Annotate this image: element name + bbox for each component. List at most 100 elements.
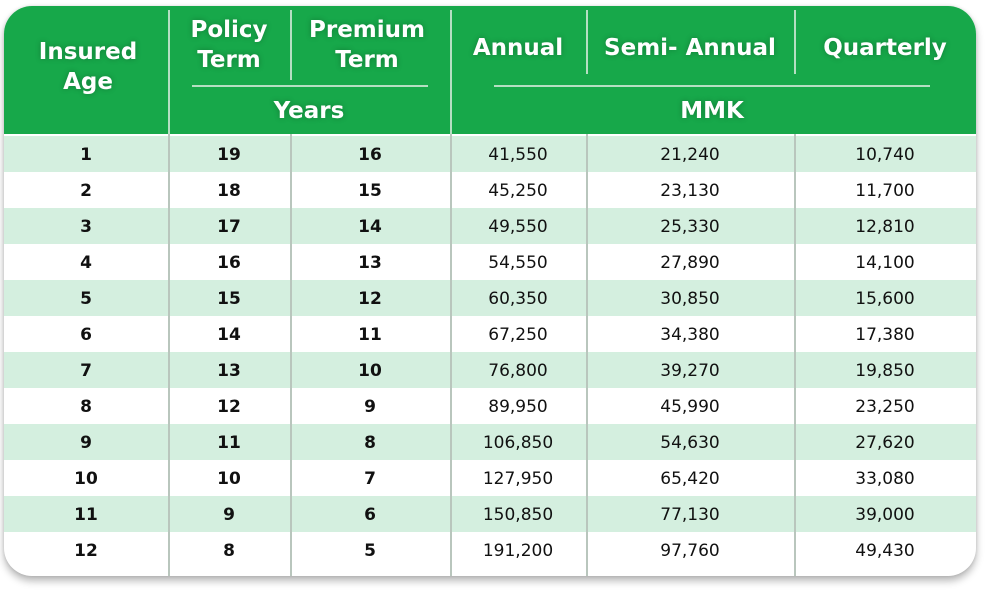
cell-premium-term: 8 (364, 433, 376, 453)
cell-premium-term: 7 (364, 469, 376, 489)
cell-quarterly: 15,600 (855, 289, 915, 309)
table-row: 8 12 9 89,950 45,990 23,250 (4, 388, 976, 424)
cell-quarterly: 23,250 (855, 397, 915, 417)
cell-quarterly: 17,380 (855, 325, 915, 345)
cell-semi-annual: 25,330 (660, 217, 720, 237)
cell-premium-term: 5 (364, 541, 376, 561)
cell-policy-term: 11 (217, 433, 241, 453)
header-divider (586, 10, 588, 74)
cell-annual: 54,550 (488, 253, 548, 273)
cell-quarterly: 39,000 (855, 505, 915, 525)
column-divider (586, 134, 588, 576)
cell-premium-term: 11 (358, 325, 382, 345)
cell-policy-term: 17 (217, 217, 241, 237)
column-divider (168, 134, 170, 576)
cell-insured-age: 7 (80, 361, 92, 381)
premium-table: Insured Age Policy Term Premium Term Yea… (4, 6, 976, 576)
cell-insured-age: 5 (80, 289, 92, 309)
cell-semi-annual: 54,630 (660, 433, 720, 453)
header-divider (450, 10, 452, 134)
cell-policy-term: 15 (217, 289, 241, 309)
cell-semi-annual: 30,850 (660, 289, 720, 309)
table-row: 5 15 12 60,350 30,850 15,600 (4, 280, 976, 316)
cell-semi-annual: 21,240 (660, 145, 720, 165)
table-row: 10 10 7 127,950 65,420 33,080 (4, 460, 976, 496)
cell-annual: 89,950 (488, 397, 548, 417)
cell-policy-term: 8 (223, 541, 235, 561)
cell-insured-age: 4 (80, 253, 92, 273)
cell-insured-age: 12 (74, 541, 98, 561)
header-years: Years (273, 98, 345, 124)
cell-insured-age: 6 (80, 325, 92, 345)
cell-semi-annual: 77,130 (660, 505, 720, 525)
cell-semi-annual: 45,990 (660, 397, 720, 417)
header-quarterly: Quarterly (823, 35, 947, 61)
header-divider (168, 10, 170, 134)
cell-policy-term: 16 (217, 253, 241, 273)
header-divider (794, 10, 796, 74)
cell-annual: 49,550 (488, 217, 548, 237)
cell-annual: 106,850 (482, 433, 554, 453)
cell-policy-term: 18 (217, 181, 241, 201)
cell-premium-term: 15 (358, 181, 382, 201)
cell-semi-annual: 27,890 (660, 253, 720, 273)
cell-quarterly: 11,700 (855, 181, 915, 201)
column-divider (450, 134, 452, 576)
cell-policy-term: 12 (217, 397, 241, 417)
cell-annual: 76,800 (488, 361, 548, 381)
table-row: 1 19 16 41,550 21,240 10,740 (4, 136, 976, 172)
table-row: 12 8 5 191,200 97,760 49,430 (4, 532, 976, 568)
header-policy-term: Policy Term (190, 17, 268, 73)
column-divider (290, 134, 292, 576)
cell-annual: 60,350 (488, 289, 548, 309)
cell-quarterly: 10,740 (855, 145, 915, 165)
header-divider (290, 10, 292, 80)
cell-policy-term: 14 (217, 325, 241, 345)
table-row: 11 9 6 150,850 77,130 39,000 (4, 496, 976, 532)
cell-insured-age: 11 (74, 505, 98, 525)
header-currency: MMK (680, 98, 744, 124)
cell-insured-age: 2 (80, 181, 92, 201)
table-row: 2 18 15 45,250 23,130 11,700 (4, 172, 976, 208)
cell-quarterly: 49,430 (855, 541, 915, 561)
cell-policy-term: 10 (217, 469, 241, 489)
cell-annual: 150,850 (482, 505, 554, 525)
cell-annual: 41,550 (488, 145, 548, 165)
cell-semi-annual: 97,760 (660, 541, 720, 561)
cell-premium-term: 9 (364, 397, 376, 417)
table-row: 9 11 8 106,850 54,630 27,620 (4, 424, 976, 460)
cell-policy-term: 13 (217, 361, 241, 381)
cell-premium-term: 13 (358, 253, 382, 273)
cell-quarterly: 27,620 (855, 433, 915, 453)
cell-insured-age: 3 (80, 217, 92, 237)
table-row: 6 14 11 67,250 34,380 17,380 (4, 316, 976, 352)
header-insured-age: Insured Age (38, 39, 138, 95)
cell-premium-term: 14 (358, 217, 382, 237)
cell-semi-annual: 65,420 (660, 469, 720, 489)
cell-quarterly: 12,810 (855, 217, 915, 237)
cell-policy-term: 19 (217, 145, 241, 165)
cell-premium-term: 10 (358, 361, 382, 381)
table-row: 7 13 10 76,800 39,270 19,850 (4, 352, 976, 388)
header-underline (192, 85, 428, 87)
cell-annual: 191,200 (482, 541, 554, 561)
cell-insured-age: 10 (74, 469, 98, 489)
cell-premium-term: 12 (358, 289, 382, 309)
header-underline (494, 85, 930, 87)
cell-quarterly: 14,100 (855, 253, 915, 273)
cell-semi-annual: 39,270 (660, 361, 720, 381)
table-header: Insured Age Policy Term Premium Term Yea… (4, 6, 976, 134)
cell-quarterly: 33,080 (855, 469, 915, 489)
column-divider (794, 134, 796, 576)
cell-insured-age: 8 (80, 397, 92, 417)
cell-annual: 127,950 (482, 469, 554, 489)
table-row: 3 17 14 49,550 25,330 12,810 (4, 208, 976, 244)
cell-insured-age: 9 (80, 433, 92, 453)
cell-insured-age: 1 (80, 145, 92, 165)
cell-semi-annual: 23,130 (660, 181, 720, 201)
cell-quarterly: 19,850 (855, 361, 915, 381)
cell-premium-term: 6 (364, 505, 376, 525)
cell-annual: 67,250 (488, 325, 548, 345)
table-row: 4 16 13 54,550 27,890 14,100 (4, 244, 976, 280)
cell-annual: 45,250 (488, 181, 548, 201)
